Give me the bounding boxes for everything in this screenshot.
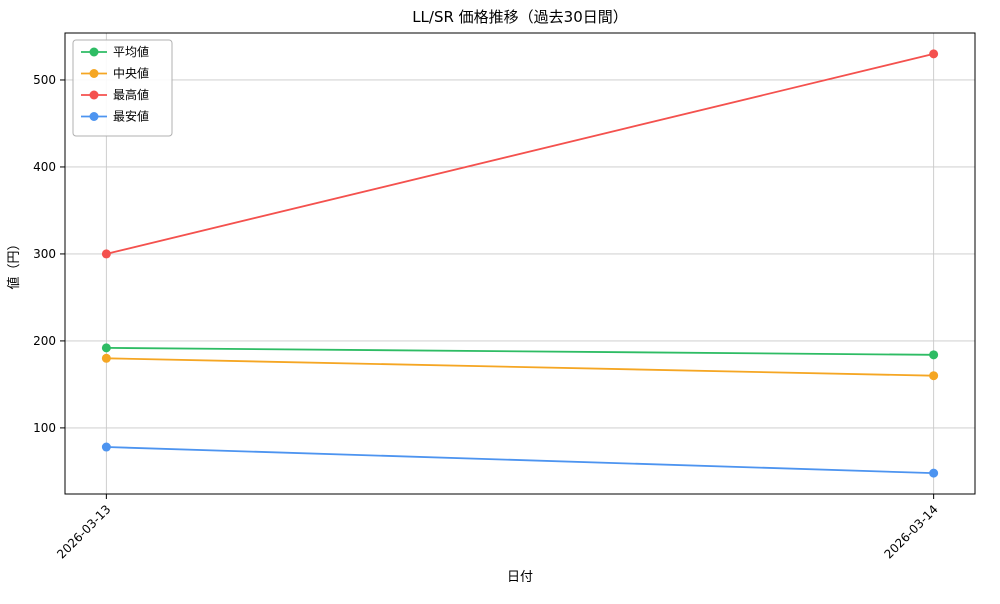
series-line-3	[106, 446, 934, 475]
series-line-1	[106, 357, 934, 377]
y-tick-label: 300	[33, 247, 56, 261]
legend-label-1: 中央値	[113, 66, 149, 81]
legend-marker-3	[89, 112, 99, 121]
legend-label-2: 最高値	[113, 87, 149, 102]
y-axis-label: 値（円）	[6, 237, 22, 289]
series-marker-1	[929, 371, 939, 381]
series-line-0	[106, 346, 934, 356]
legend-label-3: 最安値	[113, 109, 149, 124]
series-line-2	[106, 53, 934, 255]
series-marker-2	[929, 49, 939, 59]
series-marker-3	[101, 442, 111, 452]
series-marker-3	[929, 468, 939, 478]
series-marker-0	[929, 350, 939, 360]
chart-title: LL/SR 価格推移（過去30日間）	[412, 8, 628, 26]
series-marker-2	[101, 249, 111, 259]
y-tick-label: 200	[33, 334, 56, 348]
legend-label-0: 平均値	[113, 44, 149, 59]
series-marker-0	[101, 343, 111, 353]
y-tick-label: 400	[33, 160, 56, 174]
legend-marker-2	[89, 90, 99, 100]
series-marker-1	[101, 353, 111, 363]
legend-marker-0	[89, 47, 99, 57]
y-tick-label: 100	[33, 421, 56, 435]
y-tick-label: 500	[33, 73, 56, 87]
plot-border	[64, 32, 976, 495]
legend-marker-1	[89, 69, 99, 78]
legend-box	[72, 39, 173, 137]
x-axis-label: 日付	[507, 570, 533, 585]
